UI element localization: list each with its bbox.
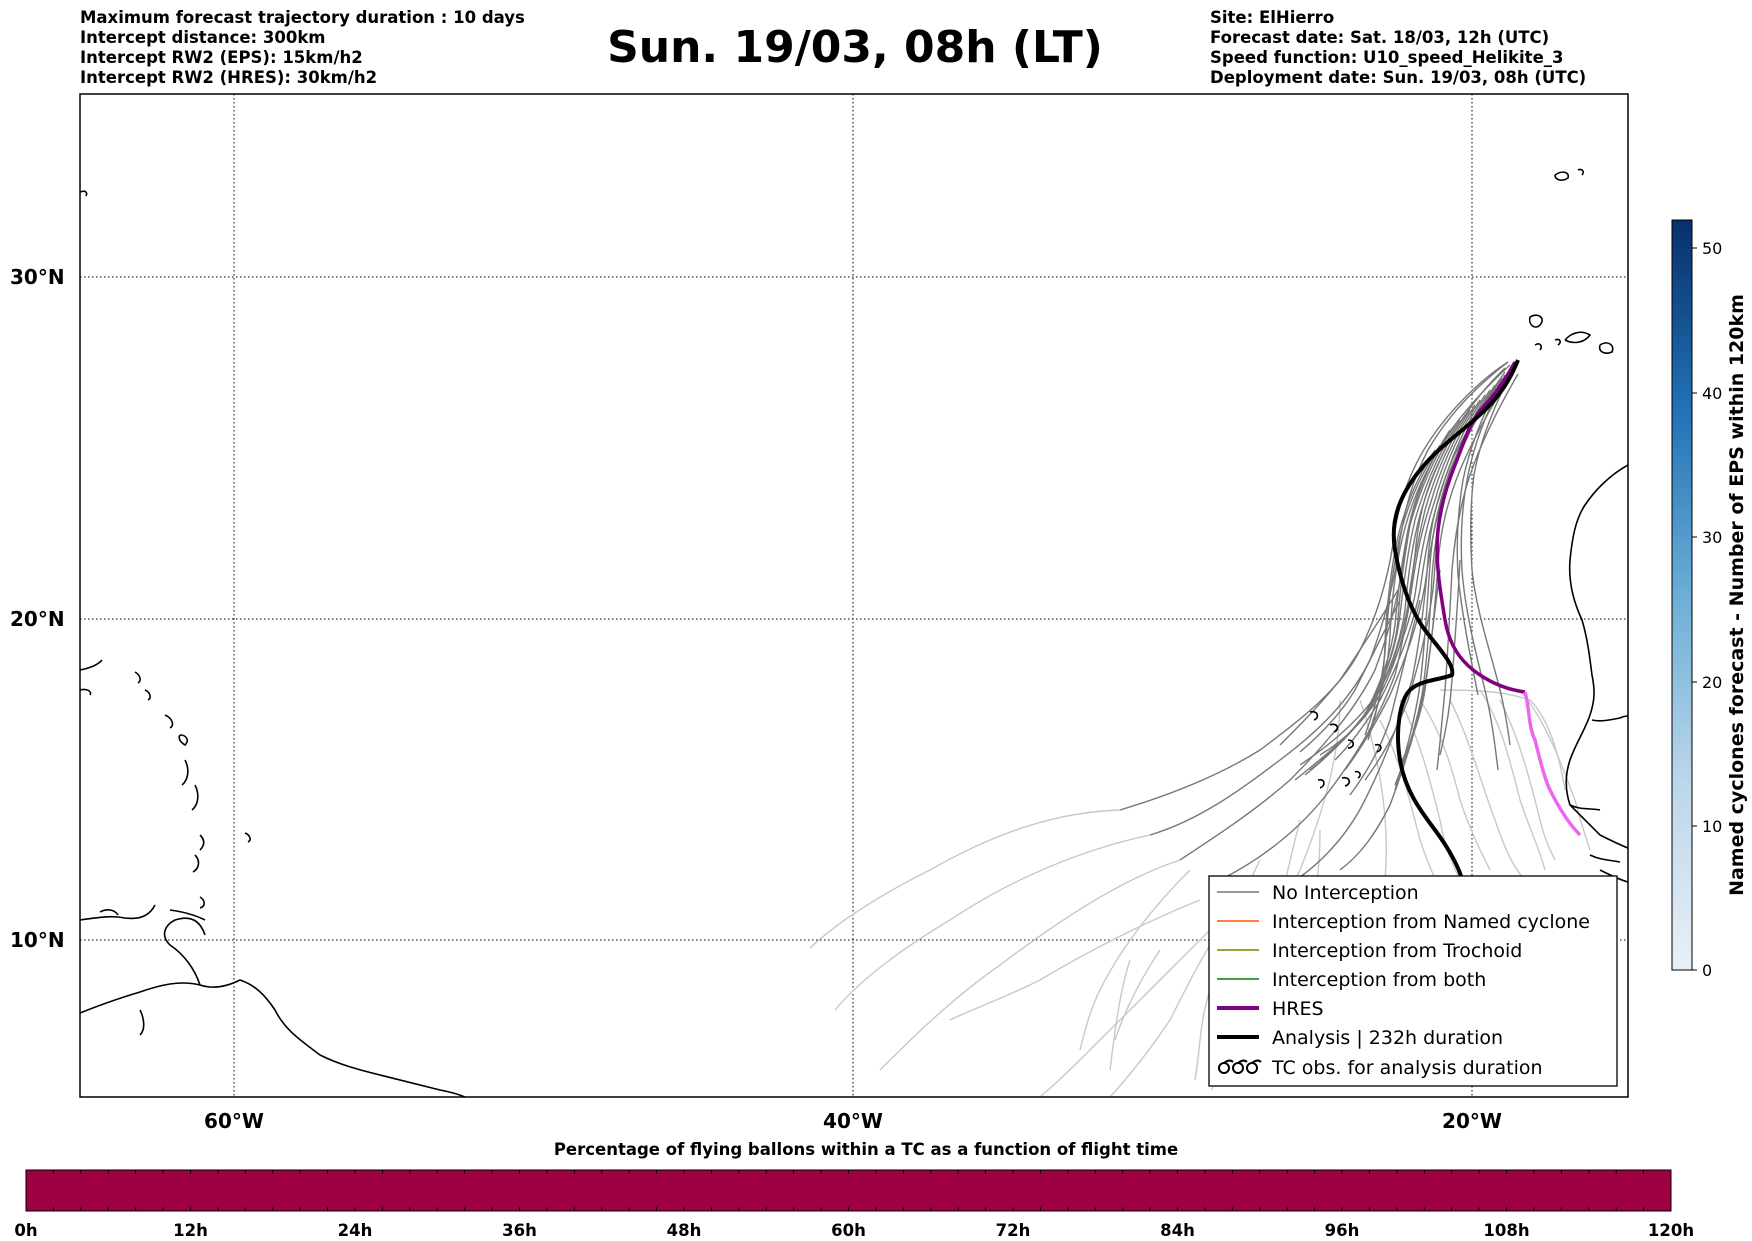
lat-label-20n: 20°N [10,607,65,631]
legend-label-named-cyclone: Interception from Named cyclone [1272,911,1590,933]
legend-label-both: Interception from both [1272,969,1486,991]
legend-label-analysis: Analysis | 232h duration [1272,1027,1503,1049]
header-left-info: Maximum forecast trajectory duration : 1… [80,8,525,88]
colorbar-bottom-bar [25,1169,1672,1212]
colorbar-bottom-tick-label: 36h [502,1221,537,1240]
colorbar-bottom-tick-label: 84h [1160,1221,1195,1240]
map-frame [79,93,1629,1098]
header-right-info: Site: ElHierro Forecast date: Sat. 18/03… [1210,8,1586,88]
colorbar-bottom-tick-label: 72h [996,1221,1031,1240]
intercept-eps-text: Intercept RW2 (EPS): 15km/h2 [80,48,363,67]
colorbar-right-tick: 0 [1702,961,1712,980]
hres-trajectory-late [1523,691,1582,837]
colorbar-right-gradient [1671,219,1693,971]
intercept-distance-text: Intercept distance: 300km [80,28,326,47]
colorbar-right-tick: 50 [1702,239,1722,258]
analysis-trajectory [1391,359,1520,881]
colorbar-right-tick: 40 [1702,384,1722,403]
colorbar-bottom: Percentage of flying ballons within a TC… [14,1140,1694,1240]
colorbar-bottom-tick-label: 0h [14,1221,37,1240]
speed-function-text: Speed function: U10_speed_Helikite_3 [1210,48,1564,67]
legend-label-no-interception: No Interception [1272,882,1419,904]
lon-label-20w: 20°W [1442,1109,1502,1133]
intercept-hres-text: Intercept RW2 (HRES): 30km/h2 [80,68,378,87]
colorbar-right-label: Named cyclones forecast - Number of EPS … [1726,294,1748,896]
colorbar-bottom-tick-label: 12h [173,1221,208,1240]
legend-box [1208,875,1618,1087]
legend-label-hres: HRES [1272,998,1324,1020]
coastlines [80,168,1628,1097]
trajectories-no-interception [1119,361,1519,891]
colorbar-bottom-tick-label: 96h [1325,1221,1360,1240]
colorbar-right-tick: 30 [1702,528,1722,547]
hres-trajectory [1435,361,1526,694]
lat-label-30n: 30°N [10,265,65,289]
colorbar-right: 0 10 20 30 40 50 Named cyclones forecast… [1671,219,1748,980]
lon-label-40w: 40°W [823,1109,883,1133]
site-text: Site: ElHierro [1210,8,1335,27]
colorbar-right-tick: 10 [1702,817,1722,836]
lat-label-10n: 10°N [10,928,65,952]
legend-label-tc-obs: TC obs. for analysis duration [1271,1057,1543,1079]
cyclone-symbols-icon [1218,1059,1262,1074]
legend-label-trochoid: Interception from Trochoid [1272,940,1522,962]
lon-label-60w: 60°W [204,1109,264,1133]
graticule [80,94,1628,1097]
colorbar-bottom-tick-label: 120h [1648,1221,1694,1240]
deployment-date-text: Deployment date: Sun. 19/03, 08h (UTC) [1210,68,1587,87]
colorbar-right-tick: 20 [1702,673,1722,692]
colorbar-bottom-tick-label: 48h [667,1221,702,1240]
colorbar-bottom-tick-label: 24h [338,1221,373,1240]
colorbar-bottom-title: Percentage of flying ballons within a TC… [554,1140,1178,1159]
page-title: Sun. 19/03, 08h (LT) [607,22,1103,73]
forecast-date-text: Forecast date: Sat. 18/03, 12h (UTC) [1210,28,1550,47]
colorbar-bottom-tick-label: 108h [1483,1221,1529,1240]
colorbar-bottom-tick-label: 60h [831,1221,866,1240]
legend: No Interception Interception from Named … [1208,875,1618,1087]
max-duration-text: Maximum forecast trajectory duration : 1… [80,8,525,27]
